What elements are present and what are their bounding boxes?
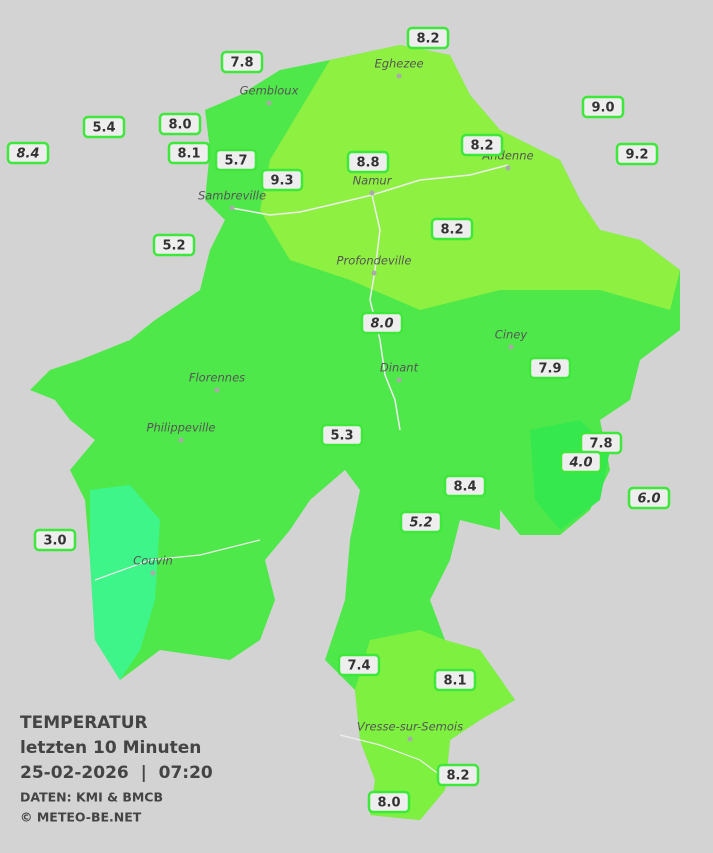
station-box xyxy=(220,50,264,74)
station-value: 8.0 xyxy=(377,796,400,811)
city-label: Gembloux xyxy=(240,84,299,98)
station-box xyxy=(406,26,450,50)
station-value: 8.2 xyxy=(446,769,469,784)
station-box xyxy=(360,311,404,335)
station-value: 8.2 xyxy=(416,32,439,47)
station-value: 5.3 xyxy=(330,429,353,444)
city-label: Sambreville xyxy=(198,189,266,203)
station-box xyxy=(260,168,304,192)
station-value: 8.0 xyxy=(168,118,191,133)
city-dot xyxy=(396,73,402,79)
station-layer: 8.2 7.8 9.0 5.4 8.0 8.4 8.1 5.7 8.8 8.2 9.2 9.3 8.2 5… xyxy=(6,26,671,814)
city-label: Namur xyxy=(353,174,393,188)
station-box xyxy=(6,141,50,165)
station-value: 7.9 xyxy=(538,362,561,377)
station-box xyxy=(399,510,443,534)
station-value: 9.2 xyxy=(625,148,648,163)
city-dot xyxy=(214,387,220,393)
station-box xyxy=(214,148,258,172)
title: TEMPERATUR xyxy=(20,713,148,733)
city-label: Ciney xyxy=(495,328,528,342)
station-box xyxy=(528,356,572,380)
city-dot xyxy=(508,344,514,350)
source: DATEN: KMI & BMCB xyxy=(20,790,163,805)
city-dot xyxy=(396,377,402,383)
station-box xyxy=(167,141,211,165)
station-box xyxy=(158,112,202,136)
city-dot xyxy=(369,190,375,196)
city-label: Vresse-sur-Semois xyxy=(357,720,463,734)
city-dot xyxy=(150,570,156,576)
city-label: Profondeville xyxy=(337,254,412,268)
city-label: Eghezee xyxy=(374,57,423,71)
city-dot xyxy=(371,270,377,276)
station-value: 7.8 xyxy=(589,437,612,452)
station-box xyxy=(367,790,411,814)
city-label: Couvin xyxy=(133,554,173,568)
station-value: 8.8 xyxy=(356,156,379,171)
station-box xyxy=(152,233,196,257)
station-box xyxy=(581,95,625,119)
cold-zone xyxy=(90,485,160,680)
station-value: 8.4 xyxy=(16,147,39,162)
station-value: 9.0 xyxy=(591,101,614,116)
station-value: 7.4 xyxy=(347,659,370,674)
city-dot xyxy=(178,437,184,443)
station-value: 8.1 xyxy=(443,674,466,689)
city-dot xyxy=(266,100,272,106)
station-value: 6.0 xyxy=(637,492,660,507)
station-box xyxy=(320,423,364,447)
city-label: Dinant xyxy=(380,361,419,375)
station-box xyxy=(460,133,504,157)
station-value: 8.1 xyxy=(177,147,200,162)
station-value: 5.4 xyxy=(92,121,115,136)
station-value: 5.7 xyxy=(224,154,247,169)
station-value: 7.8 xyxy=(230,56,253,71)
station-value: 3.0 xyxy=(43,534,66,549)
datetime: 25-02-2026 | 07:20 xyxy=(20,763,213,783)
station-value: 8.4 xyxy=(453,480,476,495)
station-value: 8.2 xyxy=(470,139,493,154)
station-box xyxy=(627,486,671,510)
station-box xyxy=(346,150,390,174)
station-value: 4.0 xyxy=(568,456,592,471)
station-box xyxy=(436,763,480,787)
station-box xyxy=(430,217,474,241)
copyright: © METEO-BE.NET xyxy=(20,810,142,825)
station-value: 9.3 xyxy=(270,174,293,189)
city-dot xyxy=(505,165,511,171)
river xyxy=(231,164,509,216)
river xyxy=(339,734,441,776)
city-layer: EghezeeGemblouxAndenneNamurSambrevillePr… xyxy=(133,57,534,742)
city-dot xyxy=(407,736,413,742)
station-box xyxy=(443,474,487,498)
station-value: 8.0 xyxy=(370,317,393,332)
city-label: Florennes xyxy=(189,371,245,385)
subtitle: letzten 10 Minuten xyxy=(20,738,201,758)
station-box xyxy=(615,142,659,166)
city-dot xyxy=(229,205,235,211)
station-box xyxy=(559,450,603,474)
station-value: 5.2 xyxy=(162,239,185,254)
station-box xyxy=(82,115,126,139)
station-value: 5.2 xyxy=(409,516,432,531)
station-value: 8.2 xyxy=(440,223,463,238)
river xyxy=(94,539,261,581)
warm-zone xyxy=(260,45,680,310)
city-label: Philippeville xyxy=(147,421,216,435)
station-box xyxy=(33,528,77,552)
station-box xyxy=(337,653,381,677)
station-box xyxy=(433,668,477,692)
